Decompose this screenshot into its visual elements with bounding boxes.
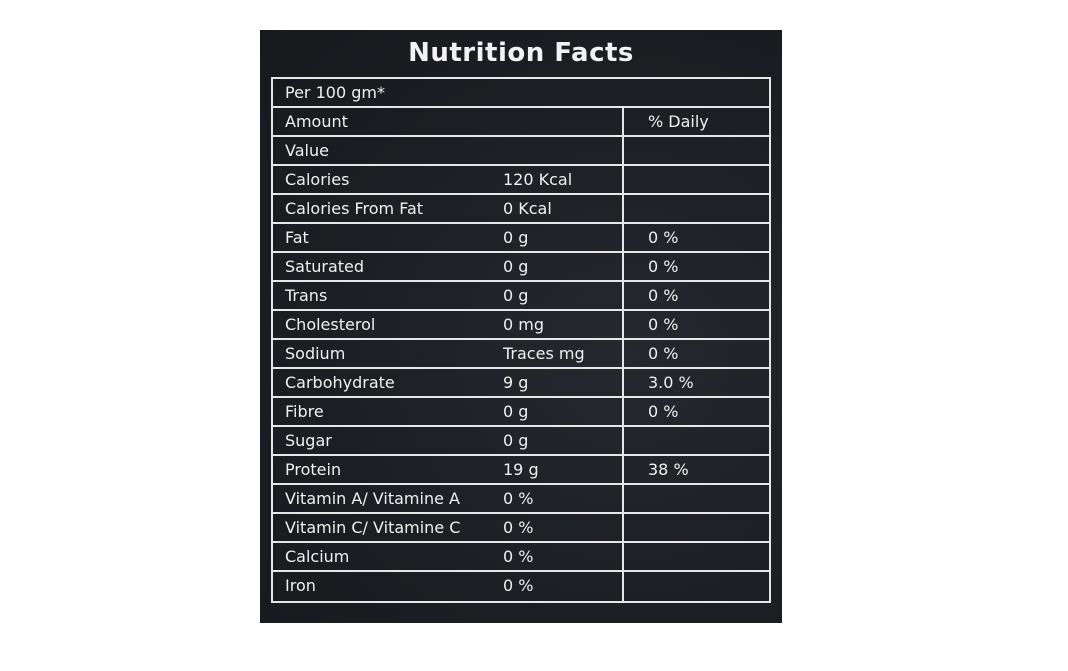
nutrient-amount: 0 g — [499, 427, 624, 454]
nutrient-row: Vitamin A/ Vitamine A 0 % — [273, 485, 769, 514]
nutrient-row: Cholesterol 0 mg 0 % — [273, 311, 769, 340]
nutrient-amount: 120 Kcal — [499, 166, 624, 193]
nutrient-daily-value: 0 % — [648, 315, 679, 334]
nutrient-daily-value — [624, 543, 769, 570]
nutrient-amount: Traces mg — [499, 340, 624, 367]
nutrient-daily-value — [624, 514, 769, 541]
nutrient-row: Fibre 0 g 0 % — [273, 398, 769, 427]
nutrient-name: Protein — [285, 460, 342, 479]
nutrient-amount: 0 % — [499, 572, 624, 601]
nutrient-daily-value — [624, 166, 769, 193]
nutrient-row: Iron 0 % — [273, 572, 769, 601]
nutrient-row: Saturated 0 g 0 % — [273, 253, 769, 282]
nutrient-name: Vitamin C/ Vitamine C — [285, 518, 461, 537]
nutrient-amount: 9 g — [499, 369, 624, 396]
nutrient-name: Sodium — [285, 344, 346, 363]
nutrient-name: Calories From Fat — [285, 199, 424, 218]
nutrient-name: Cholesterol — [285, 315, 376, 334]
nutrient-daily-value: 0 % — [648, 228, 679, 247]
nutrient-name: Sugar — [285, 431, 332, 450]
nutrient-row: Fat 0 g 0 % — [273, 224, 769, 253]
header-value: Value — [273, 137, 624, 164]
nutrient-amount: 0 Kcal — [499, 195, 624, 222]
nutrient-amount: 0 g — [499, 398, 624, 425]
nutrient-row: Sodium Traces mg 0 % — [273, 340, 769, 369]
nutrient-amount: 0 mg — [499, 311, 624, 338]
nutrient-daily-value: 0 % — [648, 257, 679, 276]
nutrient-row: Calcium 0 % — [273, 543, 769, 572]
nutrient-row: Protein 19 g 38 % — [273, 456, 769, 485]
nutrient-row: Vitamin C/ Vitamine C 0 % — [273, 514, 769, 543]
nutrient-daily-value — [624, 572, 769, 601]
nutrient-amount: 0 g — [499, 224, 624, 251]
nutrient-daily-value: 38 % — [648, 460, 689, 479]
serving-row: Per 100 gm* — [273, 79, 769, 108]
nutrient-name: Trans — [285, 286, 328, 305]
nutrition-title: Nutrition Facts — [408, 38, 634, 68]
nutrient-daily-value — [624, 195, 769, 222]
nutrient-daily-value: 3.0 % — [648, 373, 694, 392]
nutrient-daily-value — [624, 427, 769, 454]
nutrient-daily-value: 0 % — [648, 402, 679, 421]
nutrient-amount: 0 g — [499, 253, 624, 280]
nutrient-amount: 0 % — [499, 485, 624, 512]
serving-size: Per 100 gm* — [285, 83, 385, 102]
nutrient-name: Saturated — [285, 257, 365, 276]
nutrition-label: Nutrition Facts Per 100 gm* Amount % Dai… — [260, 30, 782, 623]
nutrient-name: Carbohydrate — [285, 373, 395, 392]
header-daily: % Daily — [648, 112, 709, 131]
header-amount: Amount — [273, 108, 624, 135]
nutrition-table: Per 100 gm* Amount % Daily Value Calorie… — [271, 77, 771, 603]
nutrient-row: Calories From Fat 0 Kcal — [273, 195, 769, 224]
header-value-empty — [624, 137, 769, 164]
nutrient-row: Sugar 0 g — [273, 427, 769, 456]
nutrient-name: Iron — [285, 576, 316, 595]
nutrient-amount: 0 % — [499, 543, 624, 570]
nutrient-amount: 19 g — [499, 456, 624, 483]
nutrient-name: Fat — [285, 228, 309, 247]
nutrient-daily-value: 0 % — [648, 286, 679, 305]
nutrient-row: Calories 120 Kcal — [273, 166, 769, 195]
nutrient-amount: 0 % — [499, 514, 624, 541]
nutrient-name: Calories — [285, 170, 350, 189]
nutrient-amount: 0 g — [499, 282, 624, 309]
nutrient-name: Calcium — [285, 547, 350, 566]
header-row: Amount % Daily — [273, 108, 769, 137]
nutrient-row: Trans 0 g 0 % — [273, 282, 769, 311]
nutrient-daily-value: 0 % — [648, 344, 679, 363]
nutrient-name: Vitamin A/ Vitamine A — [285, 489, 460, 508]
nutrient-row: Carbohydrate 9 g 3.0 % — [273, 369, 769, 398]
nutrient-name: Fibre — [285, 402, 324, 421]
header-row-2: Value — [273, 137, 769, 166]
nutrient-daily-value — [624, 485, 769, 512]
